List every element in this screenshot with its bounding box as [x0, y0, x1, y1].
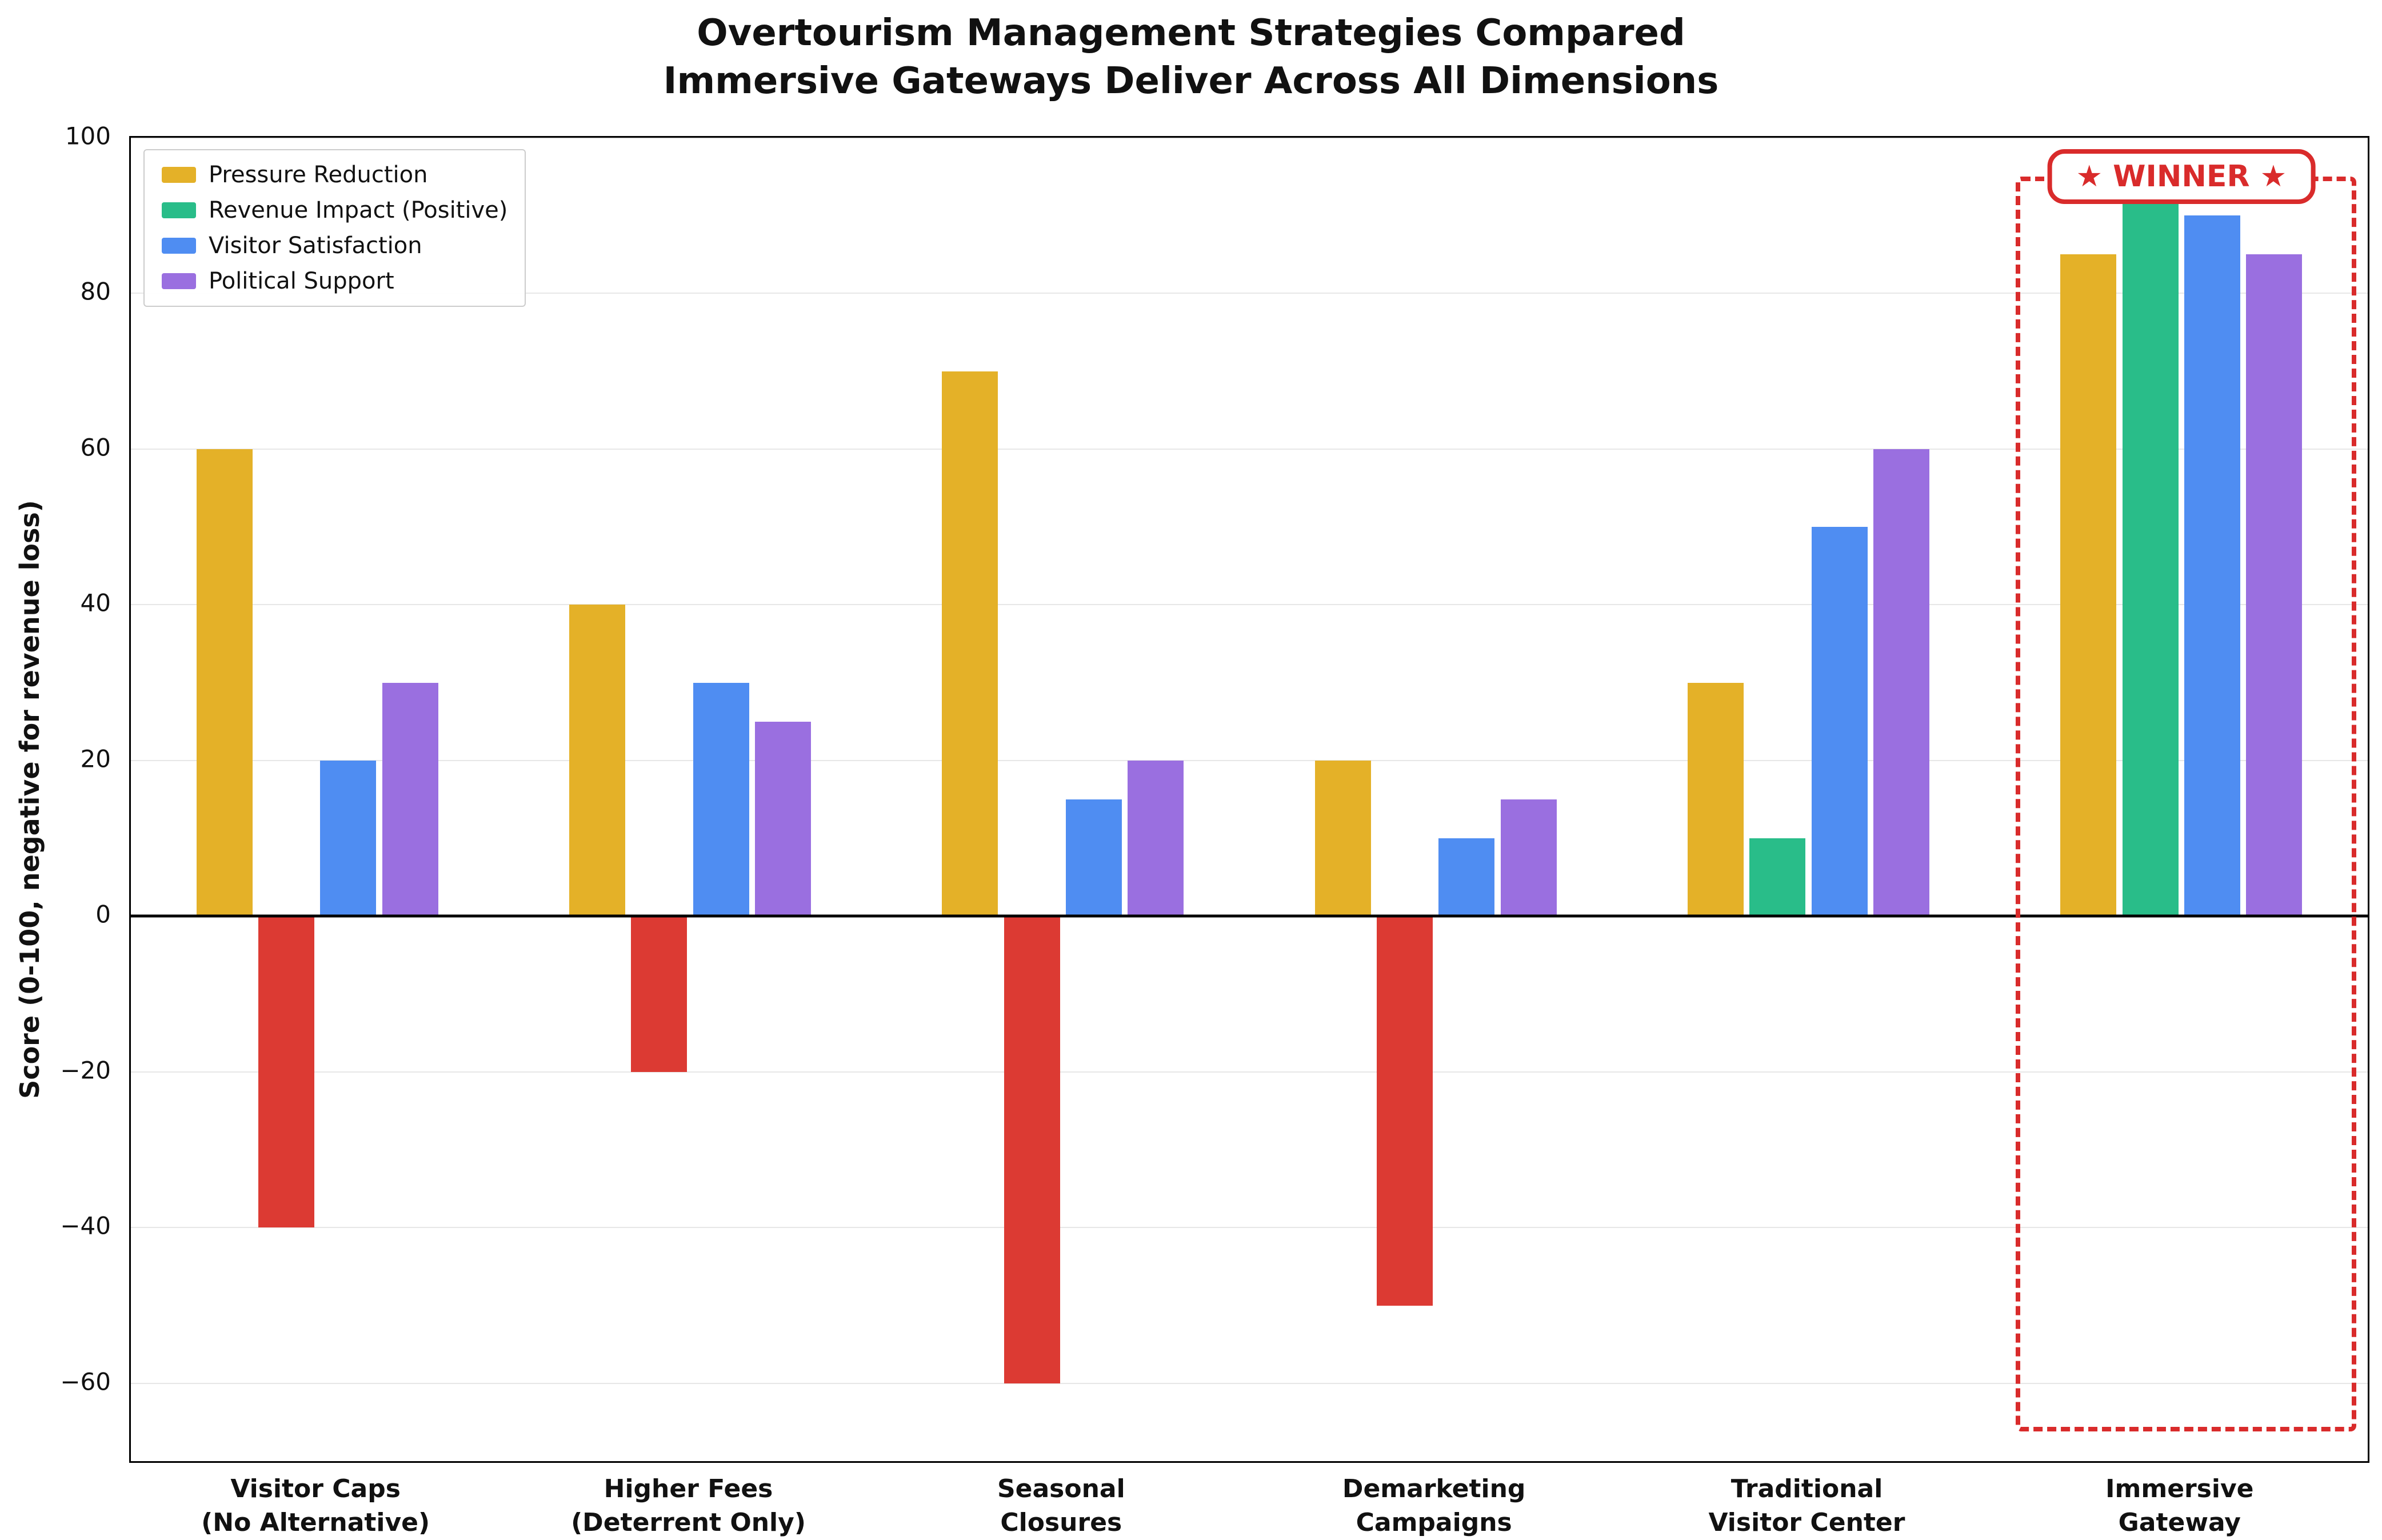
grid-line: [131, 1227, 2368, 1229]
legend-swatch: [162, 202, 196, 218]
y-tick-label: −20: [60, 1056, 111, 1085]
x-category-label: Immersive Gateway: [2105, 1474, 2254, 1538]
grid-line: [131, 759, 2368, 761]
bar: [1873, 449, 1929, 917]
winner-badge: ★ WINNER ★: [2047, 149, 2316, 205]
x-category-label: Higher Fees (Deterrent Only): [571, 1474, 806, 1538]
legend-swatch: [162, 273, 196, 289]
legend-item: Pressure Reduction: [162, 162, 507, 188]
bar: [1314, 760, 1371, 917]
bar: [1500, 799, 1557, 917]
grid-line: [131, 604, 2368, 606]
zero-axis-line: [131, 914, 2368, 918]
grid-line: [131, 1382, 2368, 1384]
legend-swatch: [162, 167, 196, 183]
bar: [2184, 215, 2240, 917]
y-tick-label: 40: [80, 589, 111, 617]
bar: [693, 682, 749, 917]
grid-line: [131, 1071, 2368, 1073]
x-axis-labels: Visitor Caps (No Alternative) Higher Fees…: [129, 1472, 2369, 1537]
bar: [942, 371, 998, 917]
bar: [755, 721, 811, 917]
legend: Pressure Reduction Revenue Impact (Positi…: [143, 149, 526, 307]
bar: [1811, 527, 1868, 917]
bar: [1128, 760, 1184, 917]
y-tick-label: 100: [65, 122, 111, 150]
bar: [631, 916, 688, 1072]
bar: [2060, 254, 2117, 917]
bar: [2122, 192, 2179, 917]
grid-line: [131, 448, 2368, 450]
x-category-label: Demarketing Campaigns: [1342, 1474, 1526, 1538]
bar: [1749, 838, 1806, 917]
bar: [2246, 254, 2303, 917]
chart-title-line-1: Overtourism Management Strategies Compar…: [697, 12, 1685, 54]
legend-swatch: [162, 238, 196, 254]
y-tick-label: 20: [80, 745, 111, 773]
plot-area: Pressure Reduction Revenue Impact (Positi…: [129, 136, 2369, 1463]
x-category-label: Visitor Caps (No Alternative): [201, 1474, 430, 1538]
legend-item: Visitor Satisfaction: [162, 233, 507, 259]
x-category-label: Traditional Visitor Center: [1708, 1474, 1905, 1538]
bar: [320, 760, 377, 917]
y-tick-label: −40: [60, 1211, 111, 1240]
y-axis-ticks: −60 −40 −20 0 20 40 60 80 100: [0, 122, 120, 1463]
winner-box: [2015, 177, 2357, 1431]
grid-line: [131, 293, 2368, 294]
y-tick-label: 0: [95, 900, 111, 929]
bar: [1004, 916, 1060, 1383]
legend-item: Political Support: [162, 268, 507, 294]
legend-label: Political Support: [209, 268, 394, 294]
bar: [1377, 916, 1433, 1306]
y-tick-label: 60: [80, 433, 111, 462]
y-tick-label: −60: [60, 1367, 111, 1396]
bar: [569, 605, 625, 917]
bar: [382, 682, 438, 917]
bar: [1066, 799, 1122, 917]
legend-label: Revenue Impact (Positive): [209, 197, 508, 223]
bar: [1688, 682, 1744, 917]
chart-title: Overtourism Management Strategies Compar…: [0, 9, 2382, 106]
x-category-label: Seasonal Closures: [997, 1474, 1125, 1538]
chart-title-line-2: Immersive Gateways Deliver Across All Di…: [663, 60, 1719, 103]
legend-item: Revenue Impact (Positive): [162, 197, 507, 223]
grid-line: [131, 138, 2368, 139]
bar: [1438, 838, 1495, 917]
legend-label: Visitor Satisfaction: [209, 233, 422, 259]
y-tick-label: 80: [80, 277, 111, 306]
legend-label: Pressure Reduction: [209, 162, 428, 188]
bar: [258, 916, 314, 1228]
bar: [196, 449, 253, 917]
